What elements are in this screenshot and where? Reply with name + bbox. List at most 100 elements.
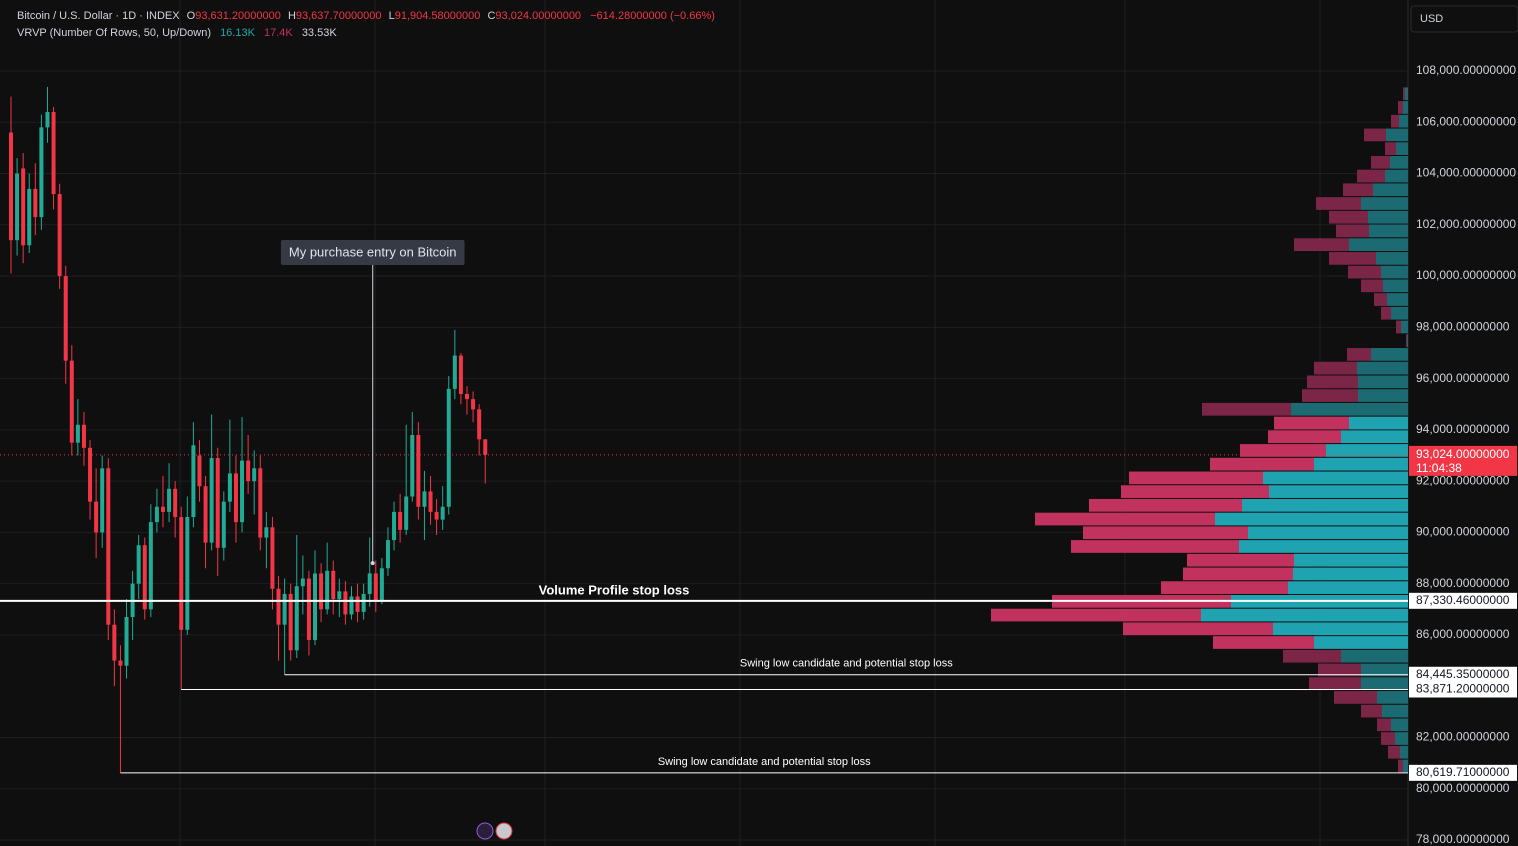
level-text: Swing low candidate and potential stop l… xyxy=(740,658,953,670)
volume-down xyxy=(1348,265,1381,279)
volume-up xyxy=(1369,224,1408,238)
candle-body xyxy=(367,573,372,594)
candle-body xyxy=(124,616,129,666)
volume-up xyxy=(1405,87,1408,101)
candle-body xyxy=(422,491,427,507)
candle-body xyxy=(410,434,415,497)
volume-up xyxy=(1215,512,1408,526)
volume-down xyxy=(1210,457,1314,471)
candle-body xyxy=(252,468,257,482)
y-tick-label: 102,000.00000000 xyxy=(1416,217,1516,231)
level-price-box xyxy=(1409,764,1517,781)
candle-body xyxy=(446,388,451,507)
indicator-up: 16.13K xyxy=(220,27,256,39)
candle-body xyxy=(458,355,463,394)
volume-down xyxy=(1089,498,1242,512)
candle-body xyxy=(209,458,214,543)
volume-down xyxy=(1385,142,1396,155)
bottom-icons[interactable] xyxy=(476,822,513,840)
volume-up xyxy=(1407,334,1408,348)
volume-up xyxy=(1314,457,1408,471)
candle-body xyxy=(385,540,390,569)
level-price-label: 87,330.46000000 xyxy=(1416,593,1510,607)
volume-up xyxy=(1373,183,1408,197)
volume-up xyxy=(1400,745,1408,759)
level-price-label: 83,871.20000000 xyxy=(1416,682,1510,696)
candle-body xyxy=(221,501,226,548)
candle-body xyxy=(471,399,476,410)
candle-body xyxy=(483,439,488,455)
volume-down xyxy=(1347,348,1371,361)
indicator-line: VRVP (Number Of Rows, 50, Up/Down) 16.13… xyxy=(17,27,337,39)
volume-down xyxy=(1361,279,1383,293)
ohlc-value: 91,904.58000000 xyxy=(395,10,481,22)
volume-down xyxy=(1318,663,1361,677)
volume-up xyxy=(1314,636,1408,649)
candle-body xyxy=(161,506,165,512)
y-tick-label: 90,000.00000000 xyxy=(1416,525,1510,539)
volume-down xyxy=(1329,210,1368,224)
volume-up xyxy=(1248,526,1408,540)
volume-down xyxy=(1398,101,1403,114)
candle-body xyxy=(227,473,232,502)
candle-body xyxy=(465,393,469,400)
candle-body xyxy=(142,545,147,610)
candle-body xyxy=(191,445,196,518)
volume-up xyxy=(1391,718,1408,732)
candle-body xyxy=(398,511,403,530)
volume-down xyxy=(1381,732,1395,745)
ohlc-key: H xyxy=(288,10,296,22)
volume-down xyxy=(1123,622,1273,636)
annotation-box xyxy=(280,240,465,265)
candle-body xyxy=(428,491,433,512)
volume-down xyxy=(1161,581,1288,594)
volume-down xyxy=(1083,526,1248,540)
volume-down xyxy=(1307,375,1358,389)
candle-body xyxy=(9,132,13,241)
volume-up xyxy=(1349,416,1408,430)
candle-body xyxy=(203,486,208,543)
candle-body xyxy=(148,522,153,610)
candle-body xyxy=(88,447,93,502)
volume-up xyxy=(1382,704,1408,718)
volume-down xyxy=(1314,361,1357,375)
candle-body xyxy=(39,127,44,218)
volume-up xyxy=(1395,732,1408,745)
ohlc-value: 93,631.20000000 xyxy=(195,10,281,22)
volume-down xyxy=(1343,183,1373,197)
volume-up xyxy=(1368,210,1408,224)
candle-body xyxy=(179,517,184,630)
y-tick-label: 82,000.00000000 xyxy=(1416,730,1510,744)
volume-down xyxy=(1374,293,1387,306)
candle-body xyxy=(45,112,50,128)
volume-up xyxy=(1288,581,1408,594)
volume-down xyxy=(1129,471,1263,485)
volume-up xyxy=(1273,622,1408,636)
candle-body xyxy=(215,458,220,548)
candle-body xyxy=(452,355,457,389)
candle-body xyxy=(294,586,299,651)
volume-down xyxy=(1283,649,1341,663)
y-tick-label: 78,000.00000000 xyxy=(1416,832,1510,846)
volume-up xyxy=(1396,142,1408,155)
volume-up xyxy=(1381,265,1408,279)
volume-down xyxy=(1361,704,1382,718)
candle-body xyxy=(440,506,445,520)
currency[interactable]: USD xyxy=(1420,13,1443,25)
candle-body xyxy=(57,194,62,277)
candle-body xyxy=(81,424,86,448)
candle-body xyxy=(434,511,439,520)
volume-down xyxy=(1268,430,1341,444)
candle-body xyxy=(136,545,141,584)
currency-box[interactable] xyxy=(1410,5,1518,33)
volume-down xyxy=(1071,540,1239,553)
candle-body xyxy=(167,488,172,512)
candle-body xyxy=(197,455,202,487)
y-tick-label: 108,000.00000000 xyxy=(1416,63,1516,77)
volume-up xyxy=(1390,155,1408,169)
last-price-label: 93,024.00000000 xyxy=(1416,447,1510,461)
volume-down xyxy=(1187,553,1294,567)
time-grid xyxy=(179,0,1321,846)
volume-down xyxy=(1329,252,1376,265)
